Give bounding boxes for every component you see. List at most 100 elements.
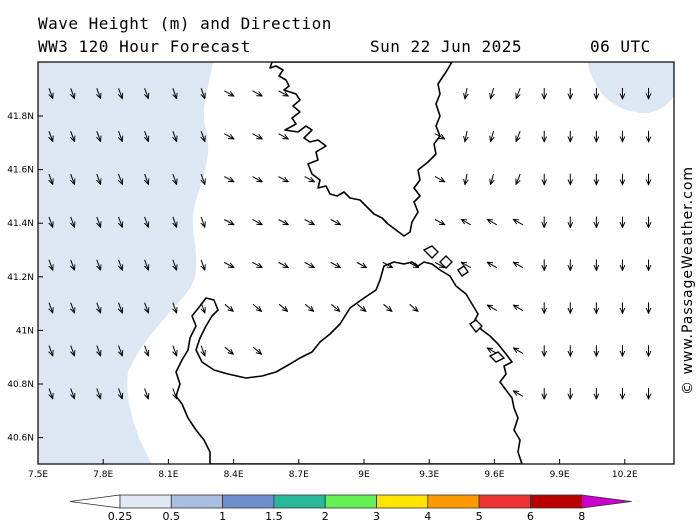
wave-arrow	[119, 388, 123, 398]
wave-arrow	[97, 130, 101, 141]
wave-arrow	[304, 219, 315, 224]
wave-arrow	[513, 391, 524, 397]
wave-arrow	[465, 173, 467, 185]
wave-arrow	[173, 173, 177, 184]
wave-arrow	[71, 388, 75, 398]
wave-arrow	[71, 216, 75, 227]
wave-arrow	[49, 173, 53, 184]
legend-label: 0.5	[163, 510, 181, 523]
wave-arrow	[304, 261, 315, 267]
map-title: Wave Height (m) and Direction	[38, 14, 332, 33]
wave-arrow	[224, 346, 233, 354]
wave-arrow	[330, 219, 341, 224]
x-tick-label: 9.9E	[550, 470, 570, 480]
legend-label: 1	[219, 510, 226, 523]
legend-label: 1.5	[265, 510, 283, 523]
wave-arrow	[201, 130, 205, 141]
legend-label: 3	[373, 510, 380, 523]
wave-arrow	[201, 88, 205, 98]
wave-arrow	[173, 345, 177, 356]
wave-arrow	[278, 90, 289, 96]
wave-arrow	[252, 90, 262, 96]
wave-arrow	[119, 130, 123, 141]
wave-arrow	[252, 133, 262, 139]
wave-arrow	[71, 88, 75, 98]
wave-arrow	[119, 173, 123, 184]
wave-arrow	[487, 348, 498, 354]
wave-band-east	[588, 62, 674, 114]
wave-arrow	[356, 261, 367, 267]
wave-arrow	[49, 302, 53, 313]
wave-arrow	[173, 302, 177, 313]
wave-arrow	[409, 303, 418, 311]
wave-arrow	[513, 219, 524, 226]
map-frame	[37, 61, 675, 465]
legend-label: 6	[527, 510, 534, 523]
wave-arrow	[97, 302, 101, 313]
x-tick-label: 8.1E	[158, 470, 178, 480]
wave-arrow	[119, 88, 123, 98]
y-tick-label: 40.6N	[7, 434, 34, 444]
wave-arrow	[223, 133, 234, 139]
wave-arrow	[278, 261, 289, 267]
wave-arrow	[49, 388, 53, 398]
wave-arrow	[173, 88, 177, 98]
legend-swatch	[222, 494, 275, 509]
wave-arrow	[465, 130, 467, 142]
wave-arrow	[513, 262, 524, 269]
legend-swatch	[427, 494, 480, 509]
wave-arrow	[173, 259, 177, 270]
wave-arrow	[173, 130, 177, 141]
sardinia-coastline	[175, 261, 523, 464]
legend-swatch	[478, 494, 531, 509]
y-tick-label: 41.8N	[7, 112, 34, 122]
wave-arrow	[145, 173, 149, 184]
wave-arrow	[461, 219, 471, 226]
wave-arrow	[223, 90, 234, 96]
wave-arrow	[201, 259, 205, 270]
wave-arrow	[97, 173, 101, 184]
wave-arrow	[145, 88, 149, 98]
wave-arrow	[330, 261, 341, 267]
wave-arrow	[145, 345, 149, 356]
y-tick-label: 40.8N	[7, 380, 34, 390]
wave-arrow	[434, 261, 445, 267]
wave-band-west	[38, 62, 213, 464]
wave-arrow	[201, 216, 205, 227]
legend-swatch	[170, 494, 224, 509]
legend-label: 8	[578, 510, 585, 523]
wave-arrow	[119, 259, 123, 270]
wave-arrow	[516, 88, 520, 98]
wave-arrow	[49, 216, 53, 227]
wave-arrow	[201, 173, 205, 184]
x-tick-label: 7.5E	[28, 470, 48, 480]
y-tick-label: 41.6N	[7, 166, 34, 176]
legend-swatch	[119, 494, 172, 509]
wave-arrow	[97, 216, 101, 227]
legend-swatch	[376, 494, 429, 509]
wave-arrow	[223, 176, 234, 182]
legend-swatch	[324, 494, 377, 509]
wave-arrow	[97, 345, 101, 356]
wave-arrow	[145, 216, 149, 227]
wave-arrow	[97, 259, 101, 270]
x-tick-label: 8.7E	[289, 470, 309, 480]
y-tick-label: 41.2N	[7, 273, 34, 283]
legend-low-tip	[69, 494, 121, 509]
wave-arrow	[252, 176, 262, 182]
wave-arrow	[224, 303, 233, 311]
wave-arrow	[278, 303, 287, 311]
wave-arrow	[252, 261, 262, 267]
wave-arrow	[145, 259, 149, 270]
wave-arrow	[201, 302, 205, 313]
legend-high-tip	[581, 494, 632, 509]
legend-label: 5	[476, 510, 483, 523]
wave-arrow	[487, 219, 498, 226]
wave-arrow	[382, 261, 393, 267]
wave-arrow	[119, 345, 123, 356]
wave-arrow	[513, 305, 524, 312]
wave-arrow	[252, 346, 261, 354]
wave-arrow	[434, 133, 445, 139]
wave-arrow	[487, 305, 498, 312]
